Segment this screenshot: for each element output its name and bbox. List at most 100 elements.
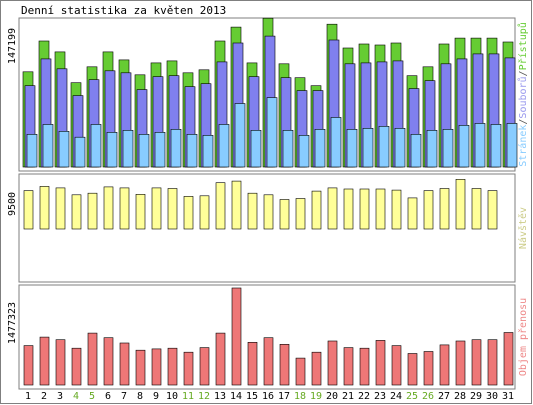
- panel-2-legend: Objem přenosu: [517, 298, 529, 376]
- bar-návštěv-day-30: [487, 190, 498, 230]
- bar-návštěv-day-9: [151, 187, 162, 230]
- bar-návštěv-day-7: [119, 187, 130, 230]
- x-tick-label: 27: [438, 391, 450, 402]
- bar-objem-přenosu-day-22: [359, 347, 370, 386]
- bar-objem-přenosu-day-3: [55, 339, 66, 386]
- x-tick-label: 18: [294, 391, 306, 402]
- x-tick-label: 17: [278, 391, 290, 402]
- bar-návštěv-day-28: [455, 179, 466, 230]
- bar-objem-přenosu-day-6: [103, 337, 114, 386]
- x-tick-label: 9: [153, 391, 159, 402]
- bar-objem-přenosu-day-26: [423, 351, 434, 386]
- bar-objem-přenosu-day-5: [87, 332, 98, 386]
- x-tick-label: 31: [502, 391, 514, 402]
- bar-návštěv-day-14: [231, 180, 242, 230]
- x-tick-label: 6: [105, 391, 111, 402]
- panel-1-legend: Návštěv: [517, 207, 529, 249]
- bar-stránek-day-22: [362, 128, 374, 168]
- bar-návštěv-day-17: [279, 199, 290, 230]
- x-tick-label: 28: [454, 391, 466, 402]
- bar-návštěv-day-22: [359, 188, 370, 230]
- bar-stránek-day-28: [458, 125, 470, 168]
- bar-stránek-day-25: [410, 134, 422, 168]
- bar-návštěv-day-24: [391, 189, 402, 230]
- panel-1-frame: [18, 173, 516, 283]
- bar-návštěv-day-12: [199, 195, 210, 230]
- bar-objem-přenosu-day-24: [391, 345, 402, 386]
- bar-návštěv-day-29: [471, 188, 482, 230]
- bar-návštěv-day-25: [407, 197, 418, 230]
- panel-1-ymax-label: 9500: [7, 192, 18, 216]
- bar-návštěv-day-26: [423, 190, 434, 230]
- bar-objem-přenosu-day-27: [439, 344, 450, 386]
- x-tick-label: 29: [470, 391, 482, 402]
- x-tick-label: 15: [246, 391, 258, 402]
- bar-stránek-day-9: [154, 132, 166, 168]
- legend-entry: Stránek: [517, 125, 529, 167]
- panel-0-legend: Stránek/Souborů/Přístupů: [517, 22, 529, 167]
- bar-stránek-day-18: [298, 135, 310, 168]
- legend-entry: Návštěv: [517, 207, 529, 249]
- bar-stránek-day-26: [426, 130, 438, 168]
- bar-návštěv-day-20: [327, 187, 338, 230]
- bar-stránek-day-14: [234, 103, 246, 168]
- bar-návštěv-day-8: [135, 194, 146, 230]
- bar-objem-přenosu-day-21: [343, 347, 354, 386]
- x-tick-label: 30: [486, 391, 498, 402]
- bar-návštěv-day-1: [23, 190, 34, 230]
- bar-stránek-day-10: [170, 129, 182, 168]
- x-tick-label: 5: [89, 391, 95, 402]
- x-tick-label: 4: [73, 391, 79, 402]
- bar-návštěv-day-16: [263, 194, 274, 230]
- x-tick-label: 8: [137, 391, 143, 402]
- bar-stránek-day-1: [26, 134, 38, 168]
- bar-stránek-day-30: [490, 124, 502, 168]
- bar-návštěv-day-23: [375, 188, 386, 230]
- bar-objem-přenosu-day-12: [199, 347, 210, 386]
- bar-návštěv-day-18: [295, 198, 306, 230]
- bar-objem-přenosu-day-8: [135, 349, 146, 386]
- bar-objem-přenosu-day-29: [471, 339, 482, 386]
- bar-objem-přenosu-day-4: [71, 347, 82, 386]
- bar-návštěv-day-19: [311, 190, 322, 230]
- chart-title: Denní statistika za květen 2013: [21, 4, 226, 17]
- bar-stránek-day-29: [474, 123, 486, 168]
- bar-objem-přenosu-day-14: [231, 287, 242, 386]
- bar-stránek-day-31: [506, 123, 518, 168]
- x-tick-label: 19: [310, 391, 322, 402]
- x-tick-label: 2: [41, 391, 47, 402]
- panel-2-ymax-label: 1477323: [7, 302, 18, 344]
- bar-stránek-day-19: [314, 129, 326, 168]
- bar-stránek-day-24: [394, 128, 406, 168]
- x-tick-label: 22: [358, 391, 370, 402]
- bar-stránek-day-3: [58, 131, 70, 168]
- bar-stránek-day-23: [378, 126, 390, 168]
- bar-objem-přenosu-day-16: [263, 337, 274, 386]
- bar-návštěv-day-6: [103, 186, 114, 230]
- bar-objem-přenosu-day-10: [167, 347, 178, 386]
- bar-stránek-day-21: [346, 129, 358, 168]
- x-tick-label: 13: [214, 391, 226, 402]
- x-tick-label: 25: [406, 391, 418, 402]
- legend-entry: Objem přenosu: [517, 298, 529, 376]
- x-tick-label: 14: [230, 391, 242, 402]
- bar-objem-přenosu-day-31: [503, 332, 514, 386]
- bar-stránek-day-4: [74, 136, 86, 168]
- bar-návštěv-day-11: [183, 196, 194, 230]
- bar-návštěv-day-15: [247, 192, 258, 230]
- bar-návštěv-day-2: [39, 186, 50, 230]
- bar-objem-přenosu-day-25: [407, 353, 418, 386]
- bar-návštěv-day-21: [343, 188, 354, 230]
- bar-stránek-day-15: [250, 130, 262, 168]
- bar-objem-přenosu-day-18: [295, 357, 306, 386]
- legend-entry: Souborů: [517, 76, 529, 118]
- x-tick-label: 23: [374, 391, 386, 402]
- x-tick-label: 12: [198, 391, 210, 402]
- panel-2-frame: [18, 284, 516, 390]
- x-tick-label: 7: [121, 391, 127, 402]
- x-tick-label: 1: [25, 391, 31, 402]
- panel-0-ymax-label: 147199: [7, 28, 18, 64]
- bar-stránek-day-16: [266, 97, 278, 168]
- x-tick-label: 21: [342, 391, 354, 402]
